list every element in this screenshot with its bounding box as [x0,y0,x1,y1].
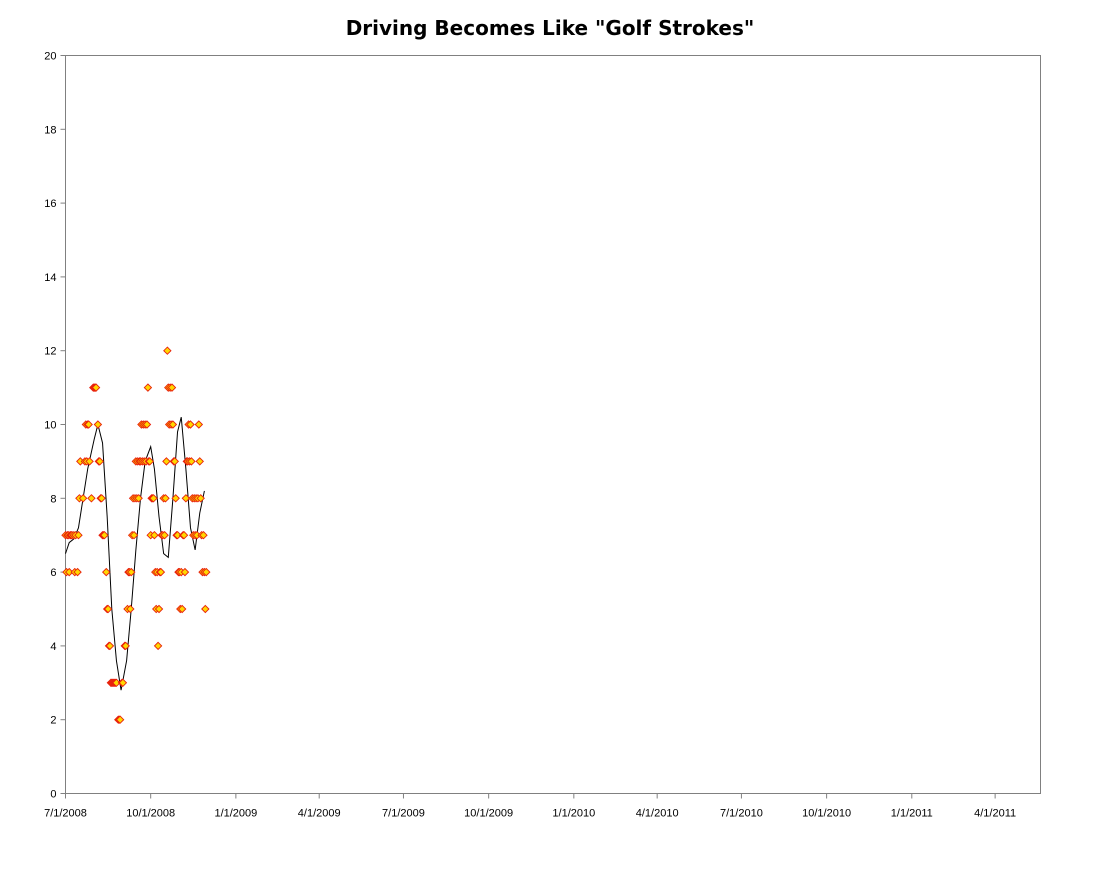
data-point [179,530,189,540]
data-point [118,678,128,688]
data-point [115,715,125,724]
data-point [167,383,177,392]
data-point [73,567,82,577]
data-point [74,530,83,540]
data-point [93,420,103,429]
data-point [168,420,178,429]
y-tick-label: 20 [44,51,56,63]
data-point [161,494,170,503]
data-point [180,567,190,577]
data-point [160,530,169,540]
data-point [163,346,172,355]
moving-average-line [65,416,205,691]
y-tick-label: 8 [50,493,56,505]
data-point [84,420,93,429]
data-point [162,457,171,466]
data-point [153,641,163,651]
data-point [186,420,195,429]
data-point [64,567,74,577]
x-tick-label: 10/1/2009 [464,808,513,820]
data-point [78,494,88,503]
data-point [105,641,115,651]
data-point [149,494,158,503]
y-tick-label: 10 [44,420,56,432]
plot-area [65,55,1041,794]
x-tick-label: 1/1/2011 [891,808,933,820]
data-point [112,678,121,688]
y-tick-label: 4 [50,641,56,653]
data-point [97,494,106,503]
data-point [177,604,187,614]
data-point [121,641,130,651]
x-tick-label: 4/1/2009 [298,808,341,820]
x-tick-label: 10/1/2008 [126,808,175,820]
x-tick-label: 1/1/2010 [552,808,595,820]
y-tick-label: 0 [50,789,56,801]
moving-average-line-path [65,416,205,691]
data-point [95,457,104,466]
x-tick-label: 7/1/2010 [720,808,763,820]
data-point [170,457,179,466]
data-point [103,604,113,614]
y-tick-label: 16 [44,198,56,210]
data-point [156,567,166,577]
data-point [143,383,153,392]
data-point [85,457,94,466]
data-point [129,530,139,540]
data-point [171,494,180,503]
chart-title: Driving Becomes Like "Golf Strokes" [345,16,755,40]
data-point [195,457,204,466]
data-point [100,530,109,540]
x-tick-label: 1/1/2009 [214,808,257,820]
data-point [145,457,154,466]
data-point [201,604,210,614]
y-axis: 0 2 4 6 8 10 12 14 16 18 20 [44,51,66,801]
y-tick-label: 12 [44,346,56,358]
data-point [187,457,196,466]
data-point [154,604,164,614]
data-point [87,494,96,503]
x-tick-label: 10/1/2010 [802,808,851,820]
y-tick-label: 2 [50,715,56,727]
x-tick-label: 7/1/2008 [44,808,87,820]
data-point [102,567,111,577]
y-tick-label: 14 [44,272,56,284]
x-tick-label: 4/1/2011 [974,808,1016,820]
data-point [127,567,136,577]
x-tick-label: 7/1/2009 [382,808,425,820]
y-tick-label: 18 [44,124,56,136]
y-tick-label: 6 [50,567,56,579]
data-point [196,494,205,503]
data-point [91,383,101,392]
data-point [181,494,191,503]
x-axis: 7/1/2008 10/1/2008 1/1/2009 4/1/2009 7/1/200… [44,793,1016,820]
data-point [173,530,182,540]
data-point [134,494,143,503]
data-point [194,420,204,429]
data-point [126,604,135,614]
data-points [61,346,211,724]
data-point [202,567,211,577]
data-point [142,420,152,429]
data-point [199,530,208,540]
x-tick-label: 4/1/2010 [636,808,679,820]
data-point [150,530,159,540]
